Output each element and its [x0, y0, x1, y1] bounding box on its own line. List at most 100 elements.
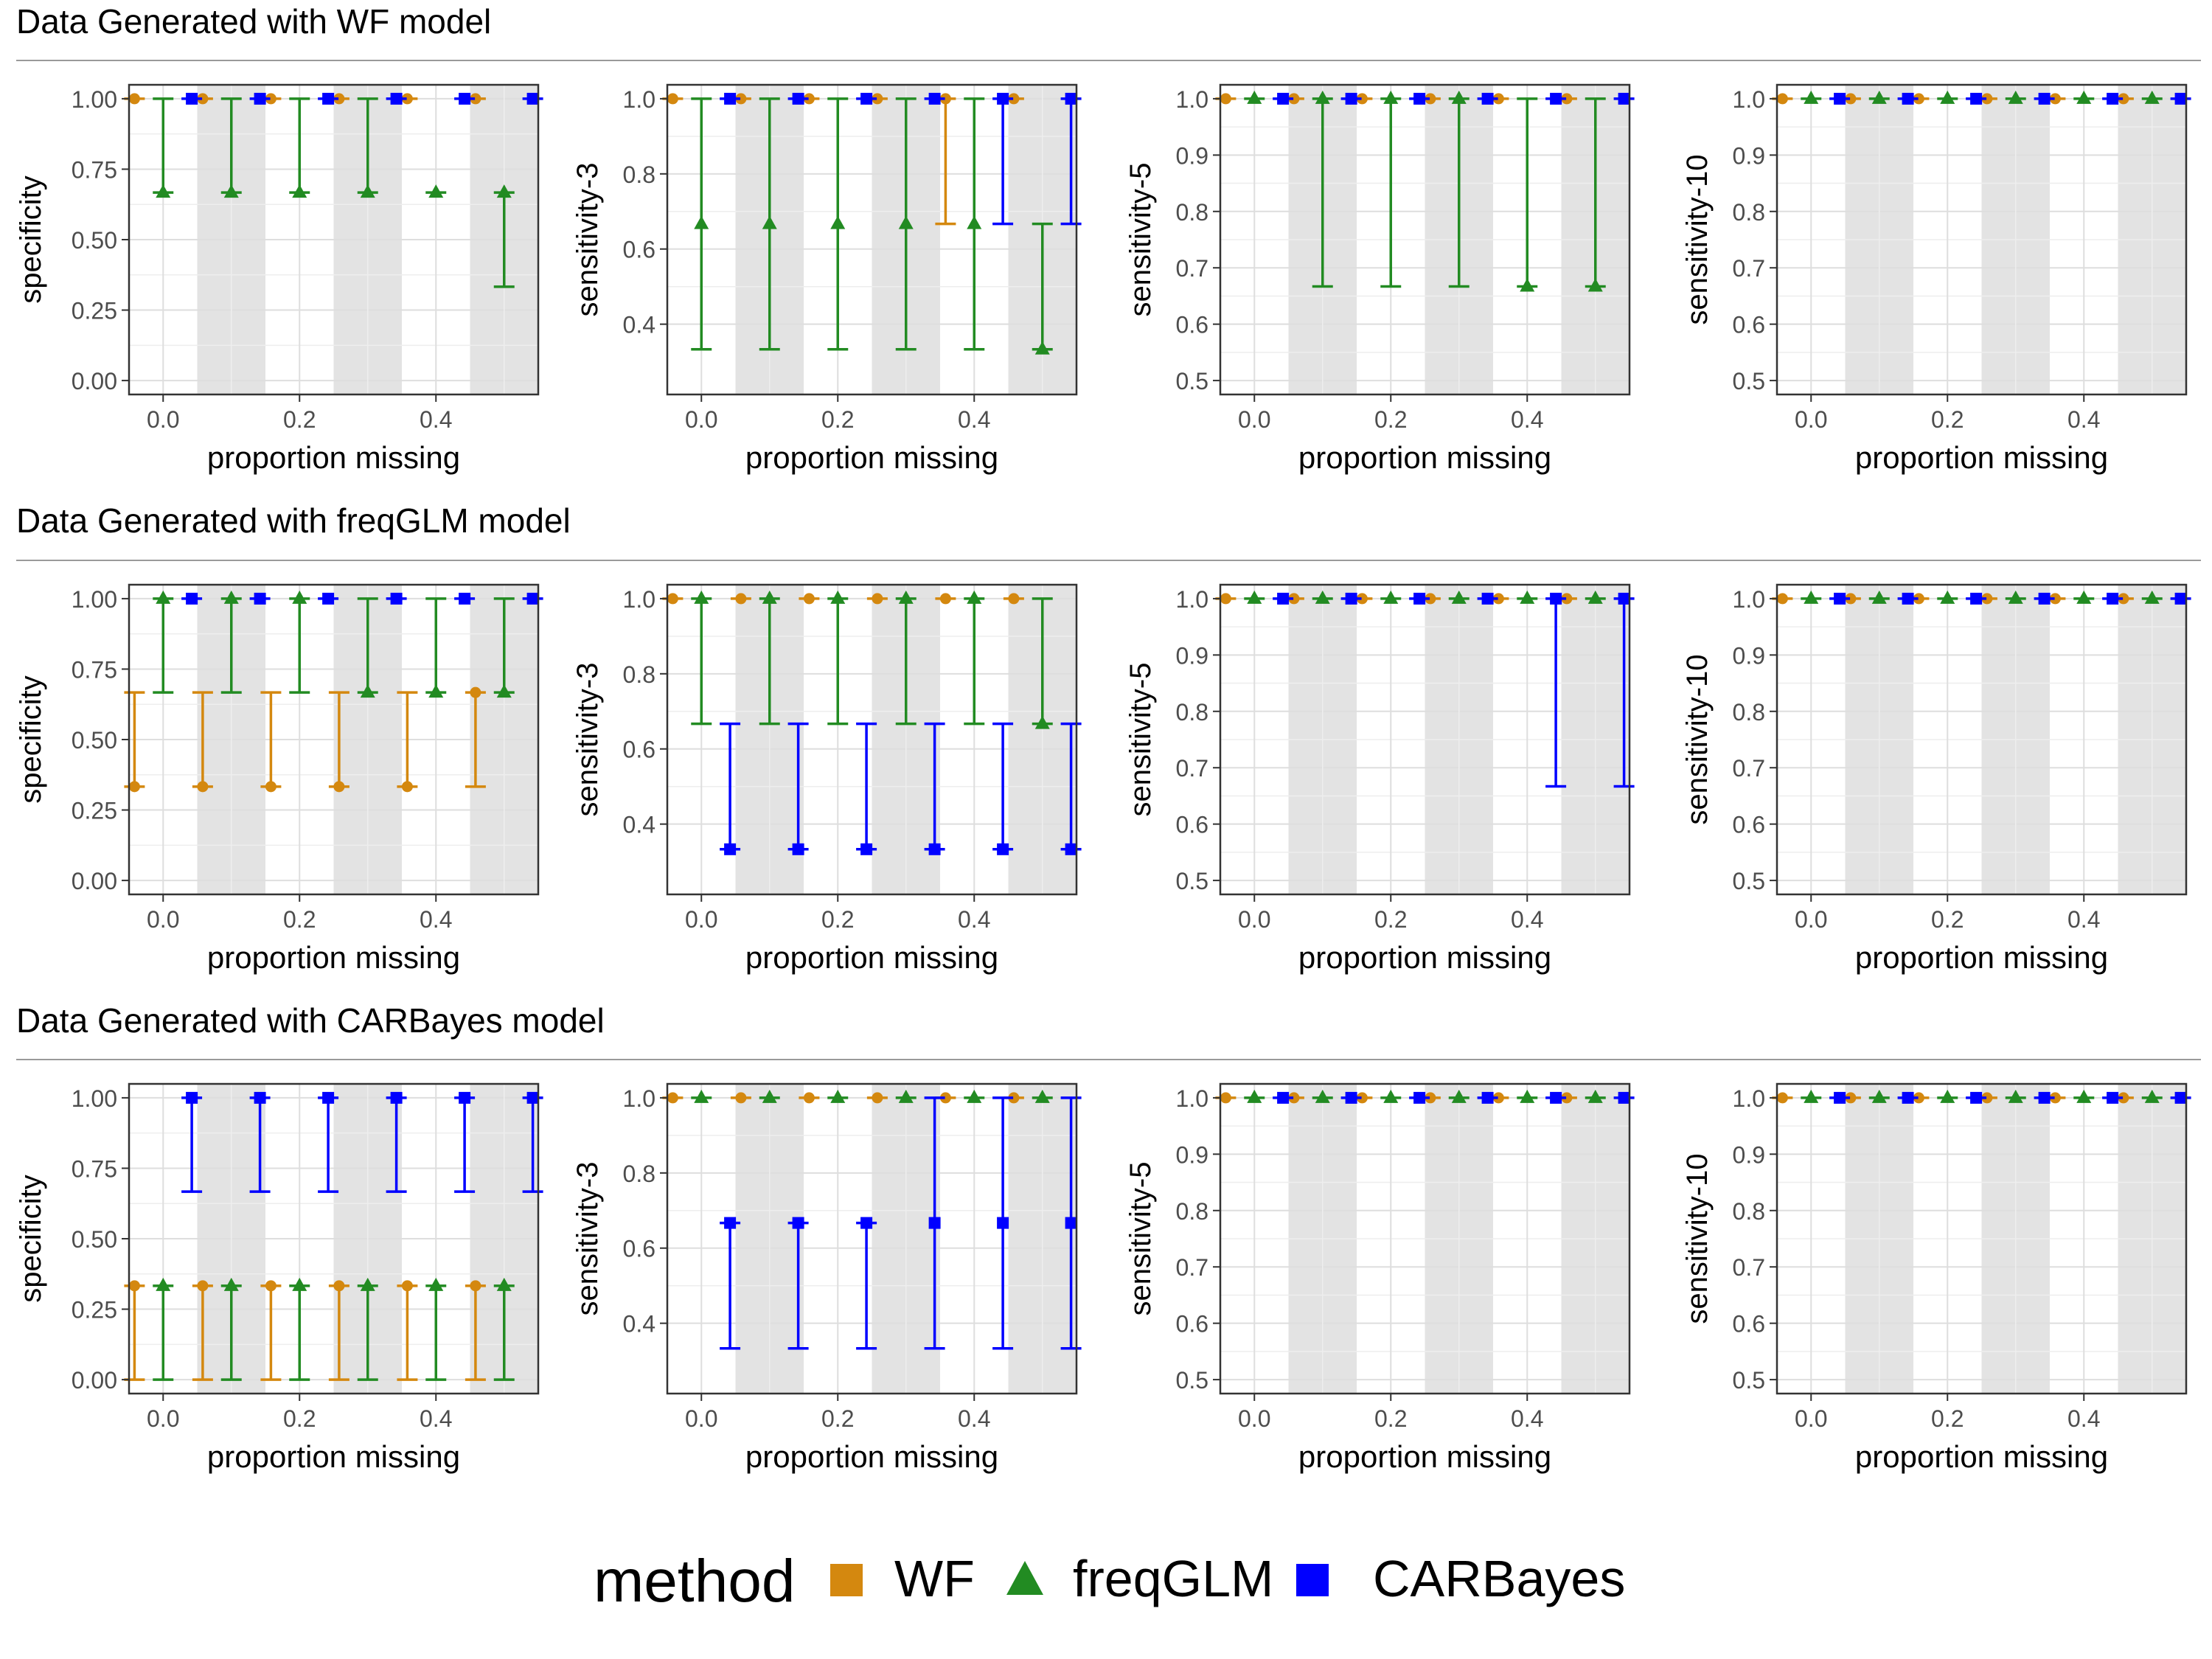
data-point-freqglm: [1940, 90, 1955, 104]
data-point-wf: [265, 93, 276, 105]
data-point-freqglm: [1871, 90, 1887, 104]
data-point-freqglm: [496, 1277, 512, 1291]
data-point-carbayes: [1834, 92, 1846, 105]
y-tick-label: 0.9: [1733, 1141, 1765, 1168]
legend: method WF freqGLM CARBayes: [594, 1548, 1625, 1615]
data-point-freqglm: [694, 1089, 709, 1103]
data-point-carbayes: [2107, 92, 2119, 105]
panel-r1-c3: 0.5 0.6 0.7 0.8 0.9 1.0 0.0 0.2 0.4 proportion mi…: [1124, 83, 1635, 475]
data-point-freqglm: [2144, 90, 2160, 104]
y-tick-label: 1.00: [72, 86, 117, 113]
y-tick-label: 0.00: [72, 868, 117, 894]
data-point-wf: [1561, 1092, 1573, 1104]
data-point-wf: [1008, 1092, 1020, 1104]
data-point-wf: [333, 1280, 345, 1292]
x-tick-label: 0.2: [1931, 1405, 1964, 1432]
x-tick-label: 0.2: [283, 1405, 316, 1432]
data-point-freqglm: [2076, 90, 2092, 104]
x-tick-label: 0.0: [147, 1405, 179, 1432]
y-tick-label: 0.5: [1733, 1367, 1765, 1394]
data-point-wf: [872, 1092, 883, 1104]
y-axis-title: specificity: [15, 675, 47, 803]
y-tick-label: 0.00: [72, 368, 117, 394]
x-tick-label: 0.2: [821, 906, 854, 933]
y-tick-label: 1.0: [623, 1085, 655, 1112]
data-point-carbayes: [322, 92, 335, 105]
x-tick-label: 0.2: [1374, 406, 1407, 433]
data-point-wf: [667, 93, 678, 105]
y-tick-label: 0.9: [1176, 142, 1208, 169]
data-point-freqglm: [1247, 90, 1262, 104]
y-tick-label: 1.0: [1176, 86, 1208, 113]
data-point-freqglm: [496, 684, 512, 698]
data-point-carbayes: [2038, 92, 2051, 105]
data-point-wf: [667, 1092, 678, 1104]
y-tick-label: 1.0: [1733, 586, 1765, 613]
y-tick-label: 0.50: [72, 727, 117, 754]
y-axis-title: sensitivity-10: [1681, 1153, 1714, 1324]
legend-label-wf: WF: [894, 1550, 975, 1607]
data-point-wf: [1008, 593, 1020, 605]
data-point-wf: [1561, 93, 1573, 105]
y-tick-label: 0.25: [72, 1297, 117, 1324]
data-point-freqglm: [2008, 1089, 2023, 1103]
x-tick-label: 0.4: [2067, 406, 2100, 433]
y-tick-label: 0.50: [72, 227, 117, 254]
data-point-carbayes: [1277, 92, 1290, 105]
y-tick-label: 0.00: [72, 1367, 117, 1394]
data-point-wf: [1288, 93, 1300, 105]
data-point-wf: [2049, 593, 2061, 605]
y-tick-label: 0.6: [623, 1236, 655, 1262]
y-tick-label: 1.0: [623, 86, 655, 113]
y-axis-title: sensitivity-5: [1124, 663, 1157, 817]
data-point-freqglm: [1034, 715, 1050, 729]
data-point-wf: [1492, 593, 1504, 605]
data-point-freqglm: [2144, 590, 2160, 604]
data-point-carbayes: [1618, 592, 1630, 605]
data-point-carbayes: [390, 1091, 403, 1104]
data-point-freqglm: [156, 1277, 171, 1291]
y-tick-label: 0.9: [1733, 642, 1765, 669]
y-tick-label: 0.9: [1176, 1141, 1208, 1168]
y-tick-label: 0.6: [1733, 1311, 1765, 1338]
y-tick-label: 0.8: [1176, 699, 1208, 726]
data-point-freqglm: [1520, 278, 1535, 292]
x-tick-label: 0.4: [420, 1405, 452, 1432]
data-point-carbayes: [2174, 92, 2187, 105]
y-axis-title: sensitivity-3: [571, 663, 604, 817]
x-tick-label: 0.2: [821, 406, 854, 433]
y-tick-label: 0.25: [72, 298, 117, 324]
data-point-wf: [1492, 93, 1504, 105]
y-tick-label: 0.6: [1176, 312, 1208, 338]
x-axis-title: proportion missing: [745, 440, 998, 475]
data-point-carbayes: [186, 1091, 198, 1104]
data-point-freqglm: [2008, 90, 2023, 104]
data-point-carbayes: [1970, 1091, 1983, 1104]
data-point-freqglm: [898, 1089, 914, 1103]
data-point-carbayes: [1345, 1091, 1357, 1104]
data-point-freqglm: [967, 590, 982, 604]
data-point-carbayes: [1902, 1091, 1914, 1104]
data-point-wf: [1220, 93, 1231, 105]
data-point-carbayes: [1277, 592, 1290, 605]
data-point-freqglm: [428, 1277, 444, 1291]
panel-border: [1219, 83, 1631, 396]
data-point-carbayes: [186, 92, 198, 105]
y-tick-label: 0.7: [1733, 255, 1765, 282]
data-point-wf: [265, 781, 276, 793]
y-tick-label: 0.8: [1733, 1198, 1765, 1225]
data-point-wf: [1356, 593, 1368, 605]
data-point-wf: [333, 781, 345, 793]
legend-key-wf: [830, 1564, 863, 1596]
row-title-3: Data Generated with CARBayes model: [16, 1001, 605, 1040]
data-point-wf: [128, 93, 140, 105]
x-tick-label: 0.4: [2067, 1405, 2100, 1432]
y-tick-label: 0.8: [623, 161, 655, 188]
y-tick-label: 0.8: [1176, 199, 1208, 226]
x-tick-label: 0.0: [147, 406, 179, 433]
panel-r3-c1: 0.00 0.25 0.50 0.75 1.00 0.0 0.2 0.4 proportion …: [15, 1082, 543, 1474]
data-point-freqglm: [2076, 590, 2092, 604]
x-tick-label: 0.0: [1238, 906, 1270, 933]
data-point-carbayes: [1481, 592, 1494, 605]
row-title-1: Data Generated with WF model: [16, 2, 491, 41]
